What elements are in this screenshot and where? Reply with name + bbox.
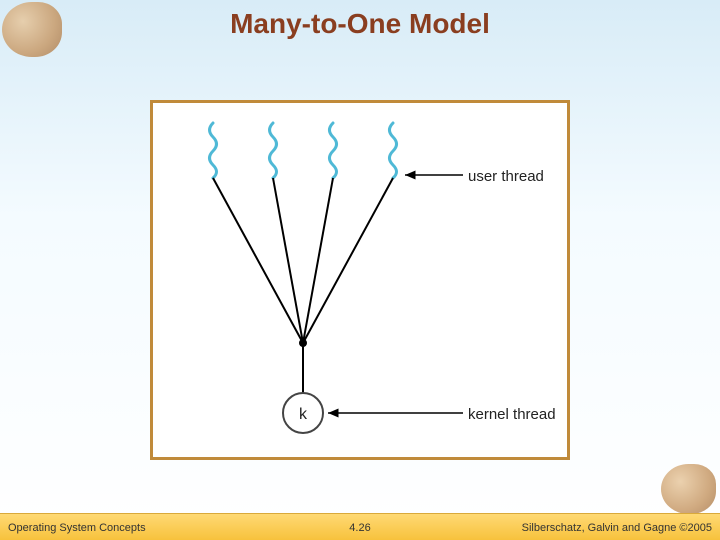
many-to-one-diagram: k user thread kernel thread — [153, 103, 567, 457]
footer-left-text: Operating System Concepts — [8, 522, 146, 534]
book-logo-bottom-right — [661, 464, 716, 514]
user-thread-1 — [210, 123, 217, 178]
footer-bar: Operating System Concepts 4.26 Silbersch… — [0, 513, 720, 540]
diagram-frame: k user thread kernel thread — [150, 100, 570, 460]
map-line-1 — [213, 178, 303, 343]
user-thread-3 — [330, 123, 337, 178]
user-thread-label: user thread — [468, 168, 544, 185]
map-line-2 — [273, 178, 303, 343]
footer-copyright: Silberschatz, Galvin and Gagne ©2005 — [522, 522, 712, 534]
kernel-label: k — [299, 406, 308, 423]
map-line-3 — [303, 178, 333, 343]
footer-page-number: 4.26 — [349, 522, 370, 534]
user-thread-4 — [390, 123, 397, 178]
slide-title: Many-to-One Model — [0, 8, 720, 40]
user-thread-2 — [270, 123, 277, 178]
map-line-4 — [303, 178, 393, 343]
kernel-thread-label: kernel thread — [468, 406, 556, 423]
